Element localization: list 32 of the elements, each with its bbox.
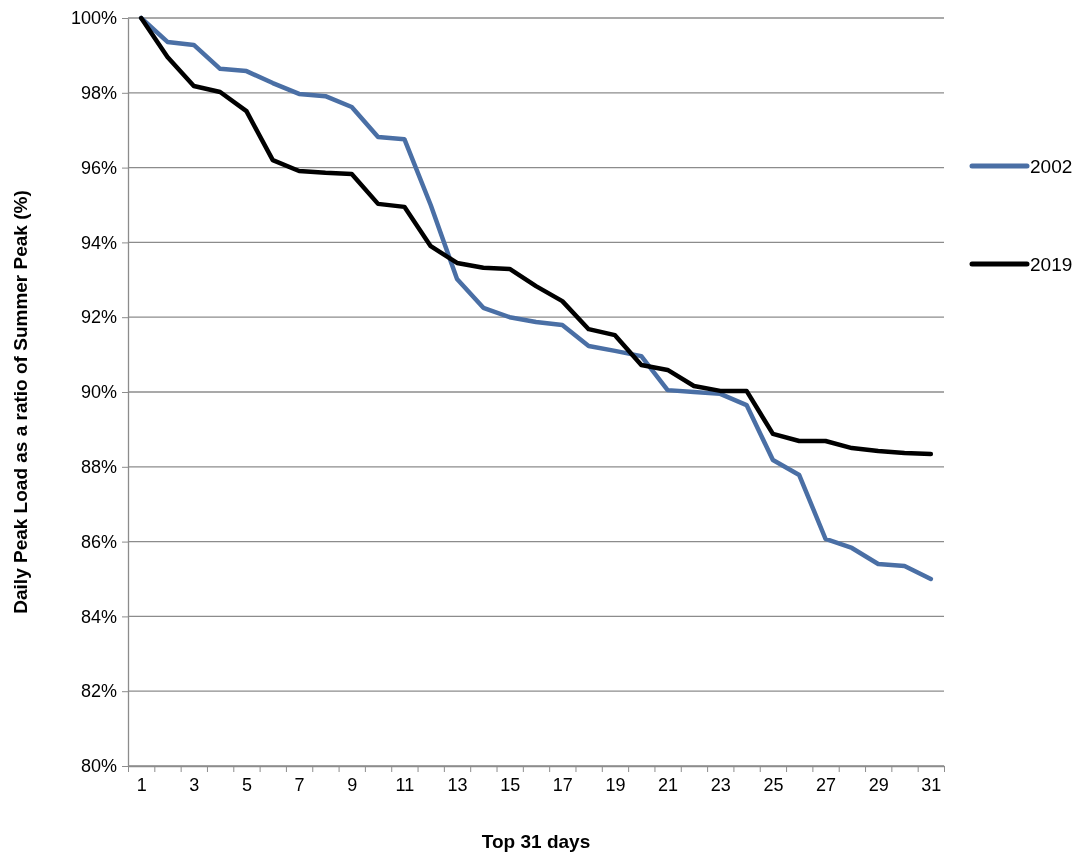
y-tick-label: 80% [80,756,117,777]
y-tick-label: 98% [80,83,117,104]
x-axis-title: Top 31 days [481,831,591,852]
y-tick-label: 92% [80,307,117,328]
legend-label: 2002 [1030,156,1073,177]
y-tick-label: 88% [80,457,117,478]
x-tick-label: 25 [763,775,784,796]
y-tick-label: 94% [80,232,117,253]
x-tick-label: 29 [868,775,889,796]
y-tick-label: 96% [80,157,117,178]
y-tick-label: 86% [80,531,117,552]
legend-label: 2019 [1030,254,1073,275]
x-tick-label: 9 [347,775,358,796]
x-tick-label: 19 [605,775,626,796]
y-tick-label: 100% [70,8,117,29]
x-tick-label: 1 [136,775,147,796]
x-tick-label: 27 [816,775,837,796]
y-tick-label: 84% [80,606,117,627]
x-tick-label: 23 [710,775,731,796]
line-series [138,15,934,457]
x-tick-label: 31 [921,775,942,796]
x-tick-label: 13 [447,775,468,796]
x-tick-label: 15 [500,775,521,796]
x-tick-label: 21 [658,775,679,796]
x-tick-label: 7 [294,775,305,796]
x-tick-label: 11 [395,775,415,796]
y-tick-label: 82% [80,681,117,702]
x-tick-label: 3 [189,775,200,796]
y-tick-label: 90% [80,382,117,403]
x-tick-label: 17 [552,775,573,796]
x-tick-label: 5 [241,775,252,796]
y-axis-title: Daily Peak Load as a ratio of Summer Peak (%) [10,190,31,614]
